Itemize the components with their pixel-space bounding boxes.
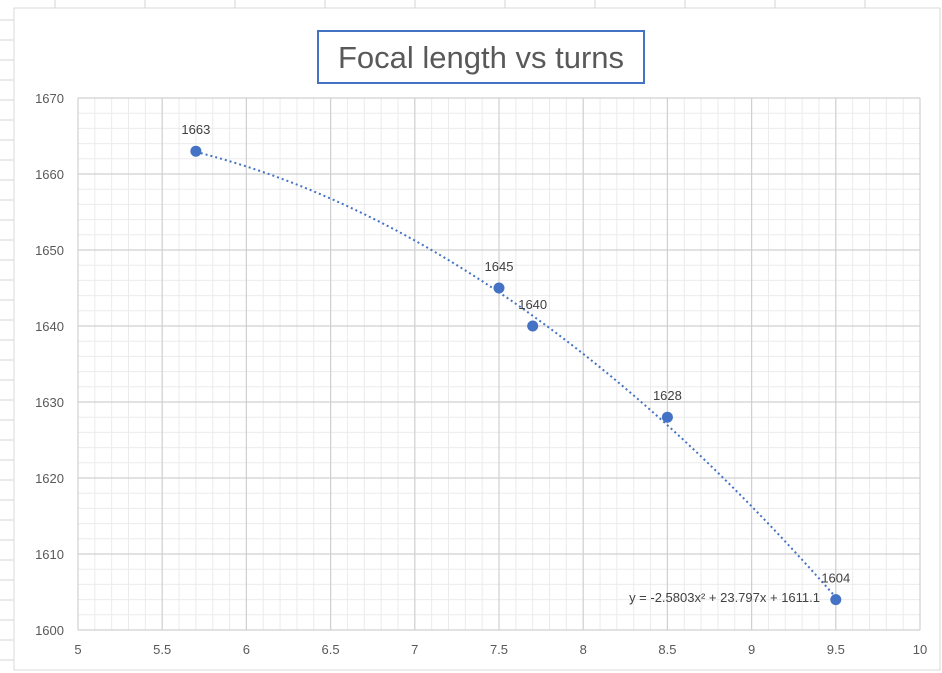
trendline — [195, 150, 837, 598]
y-tick-label: 1650 — [35, 243, 64, 258]
data-point — [661, 411, 673, 423]
y-tick-label: 1620 — [35, 471, 64, 486]
data-point — [493, 282, 505, 294]
chart-title: Focal length vs turns — [338, 40, 624, 75]
y-tick-label: 1670 — [35, 91, 64, 106]
data-point — [190, 145, 202, 157]
data-label: 1645 — [485, 259, 514, 274]
data-label: 1604 — [821, 571, 850, 586]
data-point — [527, 320, 539, 332]
data-point — [830, 594, 842, 606]
y-axis-tick-labels: 1600 1610 1620 1630 1640 1650 1660 1670 — [35, 91, 64, 638]
y-tick-label: 1630 — [35, 395, 64, 410]
x-axis-tick-labels: 5 5.5 6 6.5 7 7.5 8 8.5 9 9.5 10 — [74, 642, 927, 657]
x-tick-label: 6 — [243, 642, 250, 657]
data-label: 1663 — [181, 122, 210, 137]
x-tick-label: 7.5 — [490, 642, 508, 657]
x-tick-label: 8 — [580, 642, 587, 657]
y-tick-label: 1660 — [35, 167, 64, 182]
y-tick-label: 1610 — [35, 547, 64, 562]
data-label: 1628 — [653, 388, 682, 403]
x-tick-label: 5 — [74, 642, 81, 657]
trendline-equation: y = -2.5803x² + 23.797x + 1611.1 — [629, 590, 820, 605]
y-tick-label: 1640 — [35, 319, 64, 334]
x-tick-label: 6.5 — [322, 642, 340, 657]
x-tick-label: 9 — [748, 642, 755, 657]
major-gridlines — [77, 97, 921, 631]
x-tick-label: 8.5 — [658, 642, 676, 657]
data-labels: 1663 1645 1640 1628 1604 — [181, 122, 850, 585]
x-tick-label: 10 — [913, 642, 927, 657]
spreadsheet-background-grid — [0, 0, 866, 661]
chart-title-box — [317, 30, 645, 84]
data-points — [190, 145, 842, 606]
chart-area — [13, 7, 941, 671]
y-tick-label: 1600 — [35, 623, 64, 638]
x-tick-label: 5.5 — [153, 642, 171, 657]
data-label: 1640 — [518, 297, 547, 312]
x-tick-label: 7 — [411, 642, 418, 657]
x-tick-label: 9.5 — [827, 642, 845, 657]
